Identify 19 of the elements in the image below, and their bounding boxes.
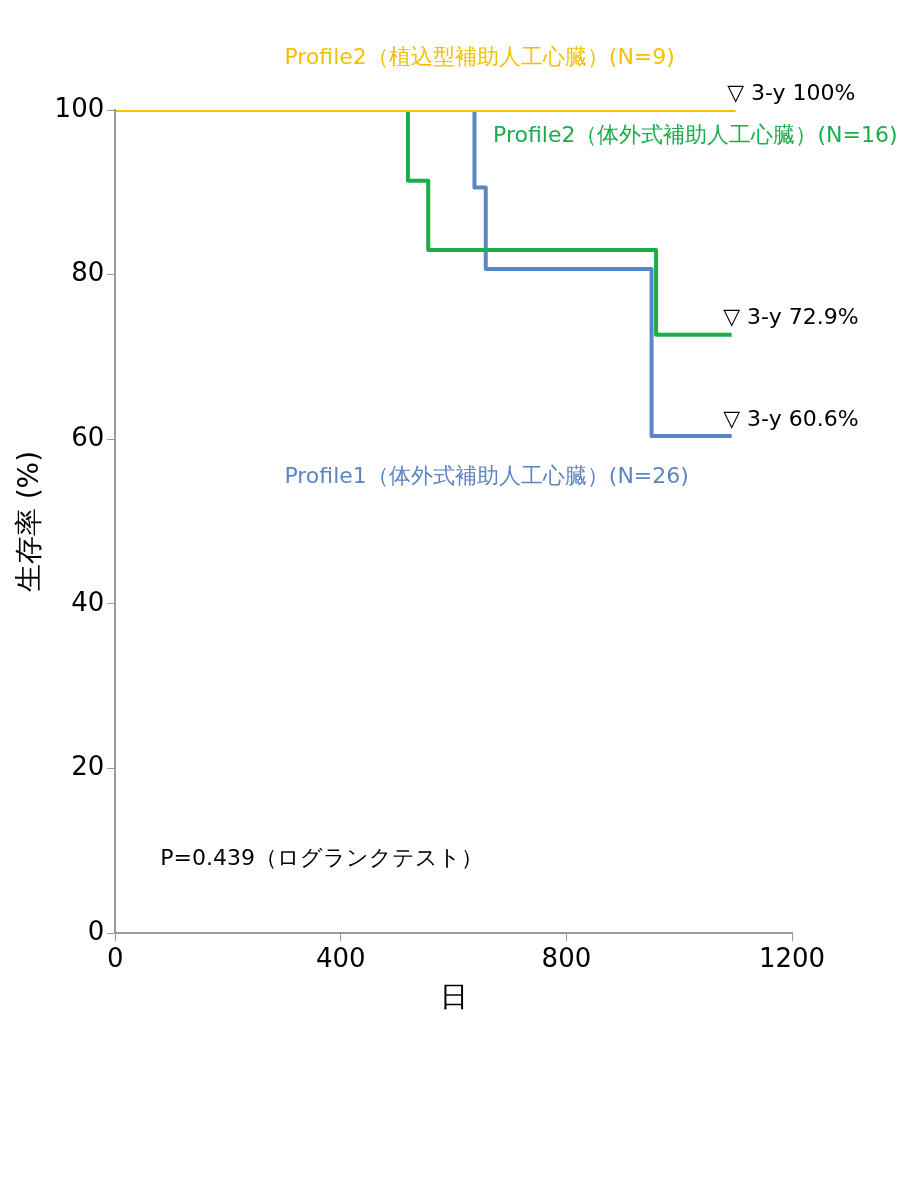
y-tick-label: 60 <box>71 422 105 453</box>
y-tick-label: 80 <box>71 257 105 288</box>
x-tick-label: 800 <box>541 942 592 973</box>
text: Profile2（体外式補助人工心臓）(N=16) <box>493 121 898 147</box>
x-tick-label: 1200 <box>758 942 826 973</box>
x-tick-label: 0 <box>106 942 124 973</box>
y-tick-label: 0 <box>87 915 105 946</box>
y-tick-label: 20 <box>71 751 105 782</box>
text: ▽ 3-y 100% <box>727 79 856 105</box>
annotation: ▽ 3-y 60.6% <box>723 405 859 431</box>
y-tick-label: 40 <box>71 586 105 617</box>
x-axis-title: 日 <box>439 980 468 1014</box>
series-label: Profile1（体外式補助人工心臓）(N=26) <box>284 463 689 489</box>
x-tick-label: 400 <box>316 942 366 973</box>
annotation: P=0.439（ログランクテスト） <box>160 844 484 870</box>
y-tick-label: 100 <box>54 92 105 123</box>
annotation: ▽ 3-y 72.9% <box>723 304 859 330</box>
y-axis-title: 生存率 (%) <box>12 450 46 593</box>
series-label: Profile2（植込型補助人工心臓）(N=9) <box>284 43 675 69</box>
